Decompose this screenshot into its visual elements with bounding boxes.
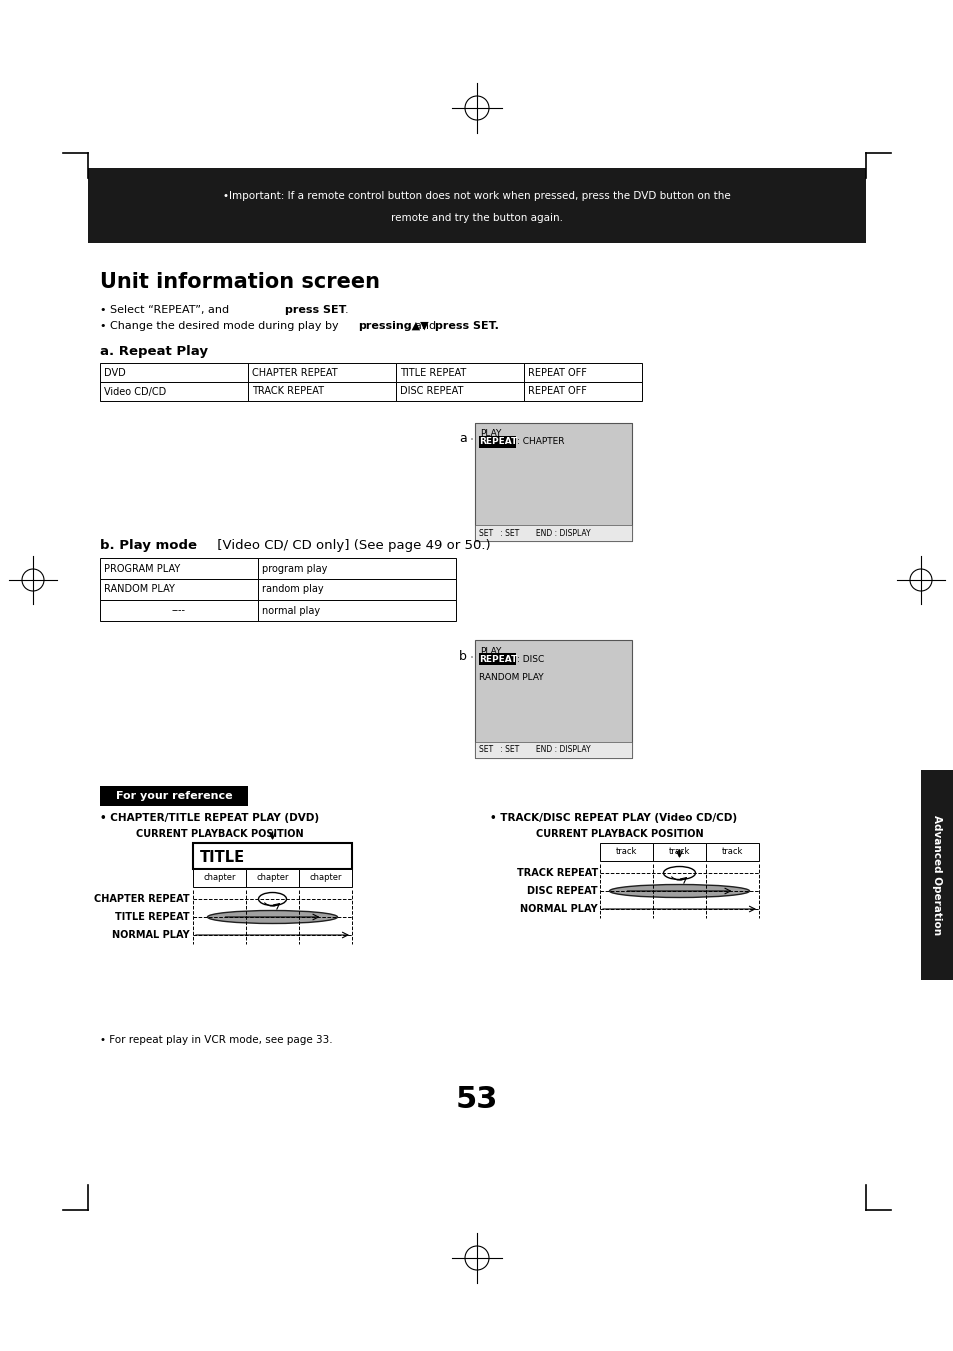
Text: • Select “REPEAT”, and: • Select “REPEAT”, and bbox=[100, 305, 233, 315]
Text: NORMAL PLAY: NORMAL PLAY bbox=[112, 929, 190, 940]
Text: chapter: chapter bbox=[256, 874, 289, 882]
Text: track: track bbox=[721, 847, 742, 857]
Bar bbox=[193, 843, 352, 869]
Text: •Important: If a remote control button does not work when pressed, press the DVD: •Important: If a remote control button d… bbox=[223, 190, 730, 201]
Text: ----: ---- bbox=[172, 605, 186, 616]
Text: a. Repeat Play: a. Repeat Play bbox=[100, 346, 208, 358]
Bar bbox=[248, 363, 395, 382]
Text: 53: 53 bbox=[456, 1085, 497, 1115]
Bar bbox=[478, 653, 516, 665]
Bar bbox=[88, 168, 865, 243]
Text: chapter: chapter bbox=[309, 874, 341, 882]
Text: random play: random play bbox=[262, 585, 323, 594]
Text: RANDOM PLAY: RANDOM PLAY bbox=[478, 673, 543, 681]
Text: REPEAT OFF: REPEAT OFF bbox=[527, 386, 586, 396]
Text: DISC REPEAT: DISC REPEAT bbox=[527, 886, 598, 896]
Text: • TRACK/DISC REPEAT PLAY (Video CD/CD): • TRACK/DISC REPEAT PLAY (Video CD/CD) bbox=[490, 813, 737, 823]
Text: pressing▲▼: pressing▲▼ bbox=[357, 322, 428, 331]
Text: track: track bbox=[616, 847, 637, 857]
Bar bbox=[523, 382, 641, 401]
Text: REPEAT: REPEAT bbox=[478, 438, 517, 446]
Text: track: track bbox=[668, 847, 689, 857]
Text: program play: program play bbox=[262, 563, 327, 574]
Text: PROGRAM PLAY: PROGRAM PLAY bbox=[104, 563, 180, 574]
Text: TRACK REPEAT: TRACK REPEAT bbox=[517, 867, 598, 878]
Text: REPEAT OFF: REPEAT OFF bbox=[527, 367, 586, 377]
Bar bbox=[475, 742, 631, 758]
Text: press SET: press SET bbox=[285, 305, 346, 315]
Bar bbox=[100, 580, 257, 600]
Bar bbox=[100, 558, 257, 580]
Text: SET   : SET       END : DISPLAY: SET : SET END : DISPLAY bbox=[478, 528, 590, 538]
Text: CURRENT PLAYBACK POSITION: CURRENT PLAYBACK POSITION bbox=[536, 830, 703, 839]
Text: RANDOM PLAY: RANDOM PLAY bbox=[104, 585, 174, 594]
Bar bbox=[920, 770, 953, 979]
Text: SET   : SET       END : DISPLAY: SET : SET END : DISPLAY bbox=[478, 746, 590, 754]
Text: • Change the desired mode during play by: • Change the desired mode during play by bbox=[100, 322, 342, 331]
Text: TRACK REPEAT: TRACK REPEAT bbox=[252, 386, 324, 396]
Bar bbox=[257, 600, 456, 621]
Text: NORMAL PLAY: NORMAL PLAY bbox=[519, 904, 598, 915]
Text: press SET.: press SET. bbox=[435, 322, 498, 331]
Bar bbox=[100, 600, 257, 621]
Text: TITLE REPEAT: TITLE REPEAT bbox=[399, 367, 466, 377]
Bar bbox=[100, 786, 248, 807]
Text: • For repeat play in VCR mode, see page 33.: • For repeat play in VCR mode, see page … bbox=[100, 1035, 333, 1046]
Text: b. Play mode: b. Play mode bbox=[100, 539, 196, 551]
Text: REPEAT: REPEAT bbox=[478, 654, 517, 663]
Bar bbox=[523, 363, 641, 382]
Bar bbox=[478, 436, 516, 449]
Bar bbox=[475, 526, 631, 540]
Bar bbox=[257, 580, 456, 600]
Text: DVD: DVD bbox=[104, 367, 126, 377]
Text: [Video CD/ CD only] (See page 49 or 50.): [Video CD/ CD only] (See page 49 or 50.) bbox=[213, 539, 490, 551]
Text: , and: , and bbox=[408, 322, 442, 331]
Bar bbox=[705, 843, 759, 861]
Text: Video CD/CD: Video CD/CD bbox=[104, 386, 166, 396]
Text: TITLE REPEAT: TITLE REPEAT bbox=[115, 912, 190, 921]
Bar bbox=[100, 363, 248, 382]
Bar bbox=[475, 423, 631, 540]
Bar bbox=[652, 843, 705, 861]
Text: : CHAPTER: : CHAPTER bbox=[517, 438, 564, 446]
Bar bbox=[298, 869, 352, 888]
Text: .: . bbox=[345, 305, 348, 315]
Bar bbox=[193, 869, 246, 888]
Ellipse shape bbox=[208, 911, 337, 924]
Text: PLAY: PLAY bbox=[479, 647, 501, 655]
Text: Advanced Operation: Advanced Operation bbox=[931, 815, 942, 935]
Bar bbox=[246, 869, 298, 888]
Bar bbox=[395, 363, 523, 382]
Bar bbox=[475, 640, 631, 758]
Ellipse shape bbox=[609, 885, 749, 897]
Bar bbox=[395, 382, 523, 401]
Text: a: a bbox=[458, 432, 467, 446]
Text: : DISC: : DISC bbox=[517, 654, 543, 663]
Text: CHAPTER REPEAT: CHAPTER REPEAT bbox=[94, 894, 190, 904]
Text: • CHAPTER/TITLE REPEAT PLAY (DVD): • CHAPTER/TITLE REPEAT PLAY (DVD) bbox=[100, 813, 319, 823]
Text: PLAY: PLAY bbox=[479, 430, 501, 439]
Text: normal play: normal play bbox=[262, 605, 320, 616]
Bar bbox=[248, 382, 395, 401]
Text: CURRENT PLAYBACK POSITION: CURRENT PLAYBACK POSITION bbox=[136, 830, 303, 839]
Text: chapter: chapter bbox=[203, 874, 235, 882]
Text: DISC REPEAT: DISC REPEAT bbox=[399, 386, 463, 396]
Bar bbox=[100, 382, 248, 401]
Bar bbox=[257, 558, 456, 580]
Text: b: b bbox=[458, 650, 467, 663]
Text: Unit information screen: Unit information screen bbox=[100, 272, 379, 292]
Text: TITLE: TITLE bbox=[200, 850, 245, 865]
Bar bbox=[599, 843, 652, 861]
Text: For your reference: For your reference bbox=[115, 790, 233, 801]
Text: CHAPTER REPEAT: CHAPTER REPEAT bbox=[252, 367, 337, 377]
Text: remote and try the button again.: remote and try the button again. bbox=[391, 213, 562, 223]
